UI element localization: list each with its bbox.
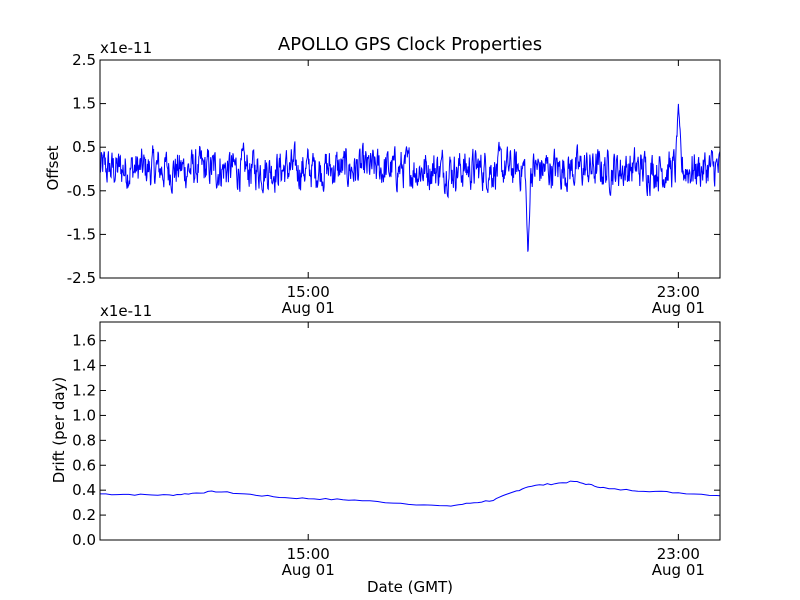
offset-panel: x1e-11 Offset -2.5 -1.5 -0.5 0.5 1.5 2.5 15:00…: [44, 39, 721, 317]
offset-multiplier: x1e-11: [100, 39, 152, 57]
x-axis-label: Date (GMT): [367, 578, 453, 596]
x-tick-label: 23:00: [657, 283, 700, 301]
offset-plot-frame: [99, 59, 721, 279]
y-tick-label: 0.8: [72, 431, 96, 449]
y-tick-label: 1.2: [72, 382, 96, 400]
x-tick-date-label: Aug 01: [282, 299, 335, 317]
y-tick-label: -2.5: [67, 269, 96, 287]
drift-plot-frame: [99, 321, 721, 541]
y-tick-label: 1.0: [72, 406, 96, 424]
offset-axis-label: Offset: [44, 145, 62, 190]
x-tick-label: 23:00: [657, 545, 700, 563]
drift-multiplier: x1e-11: [100, 302, 152, 320]
y-tick-label: 1.6: [72, 332, 96, 350]
y-tick-label: 0.4: [72, 481, 96, 499]
y-tick-label: 1.4: [72, 357, 96, 375]
x-tick-label: 15:00: [287, 545, 330, 563]
y-tick-label: 1.5: [72, 95, 96, 113]
y-tick-label: 0.2: [72, 506, 96, 524]
y-tick-label: 0.5: [72, 138, 96, 156]
x-tick-date-label: Aug 01: [282, 561, 335, 579]
x-tick-date-label: Aug 01: [652, 561, 705, 579]
y-tick-label: 0.6: [72, 456, 96, 474]
y-tick-label: 0.0: [72, 531, 96, 549]
y-tick-label: -0.5: [67, 182, 96, 200]
drift-series: [100, 480, 720, 507]
drift-line: [100, 480, 720, 507]
y-tick-label: 2.5: [72, 51, 96, 69]
drift-axis-label: Drift (per day): [50, 377, 68, 484]
x-tick-date-label: Aug 01: [652, 299, 705, 317]
drift-panel: x1e-11 Drift (per day) 0.0 0.2 0.4 0.6 0.8 1.…: [50, 302, 721, 579]
chart-title: APOLLO GPS Clock Properties: [278, 34, 542, 55]
offset-line: [100, 103, 720, 252]
x-tick-label: 15:00: [287, 283, 330, 301]
offset-series: [100, 103, 720, 252]
y-tick-label: -1.5: [67, 225, 96, 243]
